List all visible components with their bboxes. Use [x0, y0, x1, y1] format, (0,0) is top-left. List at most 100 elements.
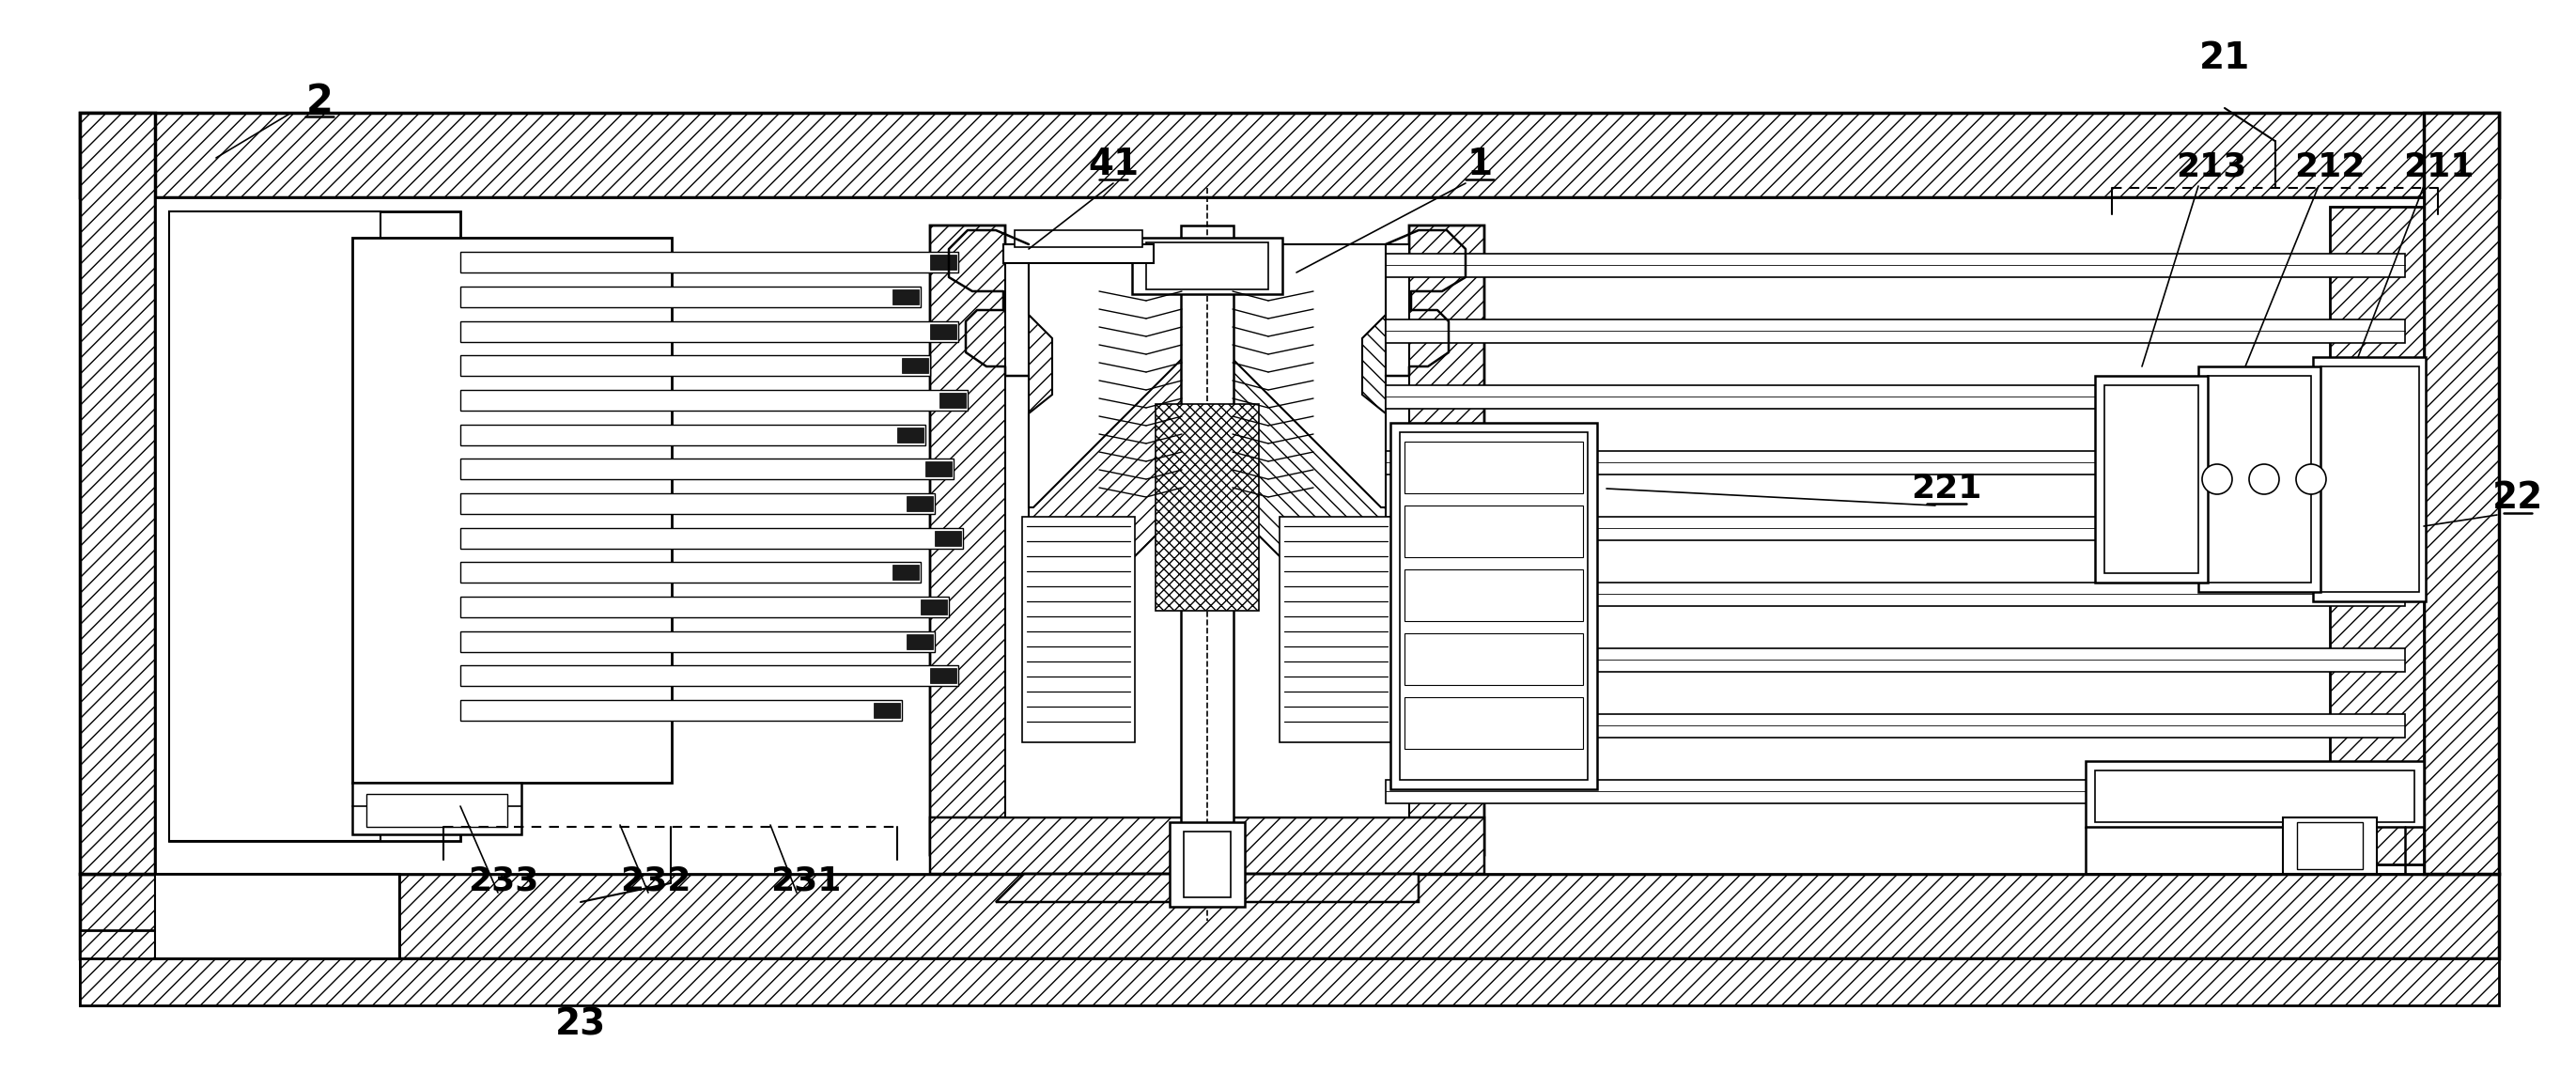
Bar [2094, 376, 2208, 583]
Bar [940, 393, 966, 407]
Bar [461, 458, 953, 479]
Bar [2424, 113, 2499, 873]
Circle shape [2202, 464, 2233, 494]
Bar [907, 497, 933, 511]
Bar [1386, 714, 2406, 737]
Bar [155, 873, 399, 958]
Bar [80, 958, 2499, 1005]
Bar [170, 211, 461, 841]
Bar [461, 528, 963, 549]
Bar [1404, 442, 1584, 493]
Bar [353, 783, 520, 834]
Bar [80, 113, 155, 873]
Bar [1005, 244, 1409, 818]
Text: 22: 22 [2491, 480, 2543, 516]
Bar [925, 462, 951, 476]
Bar [935, 530, 961, 546]
Bar [891, 565, 920, 579]
Bar [1146, 243, 1267, 290]
Bar [920, 599, 948, 614]
Bar [461, 562, 920, 583]
Bar [1404, 570, 1584, 621]
Bar [2282, 818, 2378, 873]
Bar [1180, 225, 1234, 902]
Bar [2197, 366, 2321, 592]
Bar [873, 702, 899, 718]
Bar [1391, 423, 1597, 790]
Bar [2313, 357, 2427, 601]
Polygon shape [1381, 225, 1484, 855]
Bar [461, 632, 935, 652]
Bar [80, 873, 2499, 958]
Bar [461, 700, 902, 721]
Bar [461, 321, 958, 342]
Text: 23: 23 [554, 1006, 605, 1042]
Bar [930, 668, 956, 683]
Bar [2298, 822, 2362, 869]
Bar [366, 794, 507, 827]
Text: 213: 213 [2177, 151, 2246, 183]
Bar [2094, 771, 2414, 822]
Bar [1404, 697, 1584, 749]
Bar [1185, 832, 1231, 897]
Bar [1399, 432, 1587, 780]
Bar [170, 211, 381, 841]
Bar [2329, 207, 2424, 865]
Bar [2105, 386, 2197, 573]
Bar [461, 355, 930, 376]
Bar [1404, 505, 1584, 558]
Polygon shape [1028, 254, 1185, 658]
Bar [461, 425, 925, 445]
Bar [1386, 583, 2406, 607]
Bar [461, 286, 920, 307]
Bar [1386, 517, 2406, 540]
Bar [1023, 517, 1136, 743]
Bar [461, 390, 969, 411]
Text: 231: 231 [770, 866, 842, 897]
Bar [1002, 244, 1154, 264]
Bar [1386, 386, 2406, 408]
Bar [1386, 780, 2406, 804]
Text: 2: 2 [307, 82, 332, 121]
Circle shape [2295, 464, 2326, 494]
Bar [907, 634, 933, 649]
Bar [1170, 822, 1244, 907]
Bar [461, 665, 958, 686]
Text: 221: 221 [1911, 473, 1981, 504]
Bar [1386, 648, 2406, 672]
Polygon shape [1231, 254, 1386, 658]
Bar [902, 358, 927, 374]
Text: 41: 41 [1087, 147, 1139, 182]
Bar [461, 252, 958, 272]
Bar [1015, 230, 1141, 247]
Bar [1404, 634, 1584, 685]
Text: 233: 233 [469, 866, 538, 897]
Bar [155, 197, 2424, 873]
Polygon shape [1231, 244, 1386, 507]
Bar [896, 428, 922, 442]
Polygon shape [930, 225, 1033, 855]
Bar [80, 113, 2499, 197]
Bar [1131, 237, 1283, 294]
Text: 21: 21 [2200, 40, 2249, 76]
Polygon shape [930, 818, 1484, 902]
Bar [461, 597, 948, 617]
Text: 232: 232 [621, 866, 690, 897]
Bar [1386, 451, 2406, 475]
Polygon shape [1028, 244, 1185, 507]
Bar [1386, 254, 2406, 278]
Bar [930, 255, 956, 270]
Bar [1386, 319, 2406, 343]
Bar [1280, 517, 1391, 743]
Bar [891, 290, 920, 305]
Text: 1: 1 [1466, 147, 1492, 182]
Bar [2208, 376, 2311, 583]
Bar [2087, 761, 2424, 827]
Bar [2321, 366, 2419, 592]
Bar [930, 325, 956, 339]
Text: 212: 212 [2295, 151, 2365, 183]
Circle shape [2249, 464, 2280, 494]
Bar [353, 237, 672, 783]
Bar [461, 493, 935, 514]
Bar [80, 930, 399, 1005]
